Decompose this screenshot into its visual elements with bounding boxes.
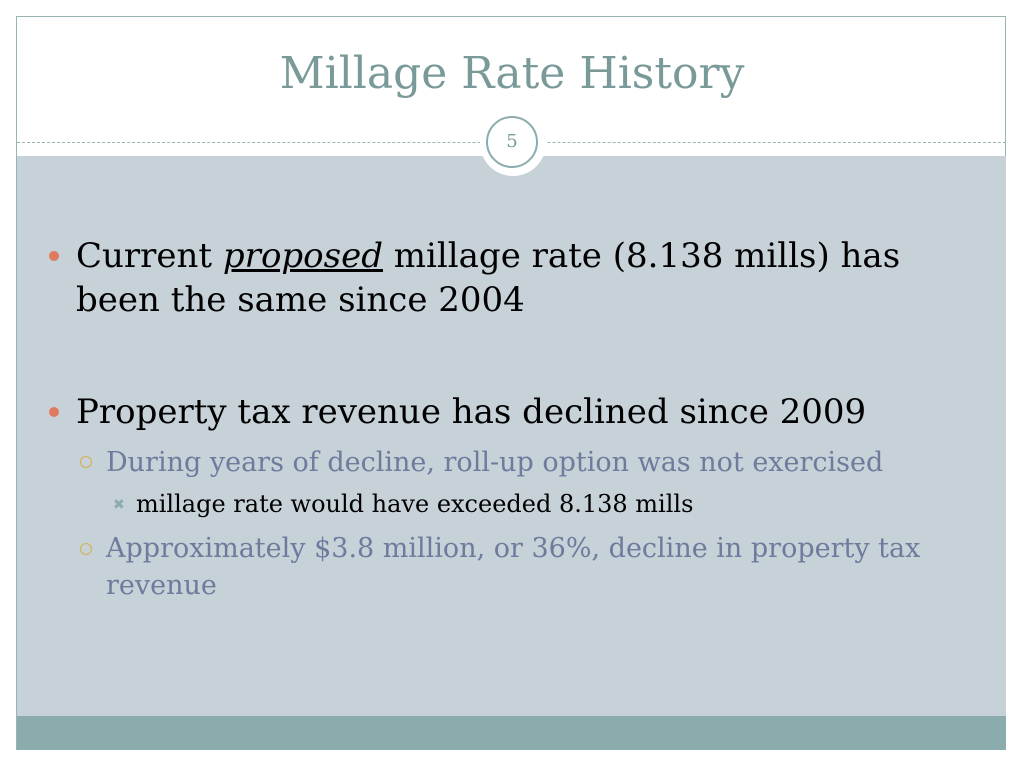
x-mark-bullet-icon: ✖: [113, 497, 125, 513]
bullet-current-millage: Current proposed millage rate (8.138 mil…: [76, 234, 986, 322]
subsubbullet-would-exceed: millage rate would have exceeded 8.138 m…: [136, 490, 694, 518]
subbullet-rollup-not-exercised: During years of decline, roll-up option …: [106, 447, 884, 478]
slide-title: Millage Rate History: [279, 48, 745, 99]
ring-bullet-icon: [80, 456, 92, 468]
bullet-text-prefix: Current: [76, 236, 223, 276]
subbullet-revenue-decline-amount: Approximately $3.8 million, or 36%, decl…: [106, 533, 921, 601]
slide-number: 5: [486, 116, 538, 168]
bullet-text-suffix: millage rate (8.138 mills) has been the …: [76, 236, 901, 320]
ring-bullet-icon: [80, 543, 92, 555]
footer-band: [17, 716, 1006, 750]
bullet-text-emphasis: proposed: [222, 236, 383, 276]
filled-circle-bullet-icon: [49, 251, 59, 261]
content-area: [17, 156, 1006, 716]
filled-circle-bullet-icon: [49, 407, 59, 417]
bullet-revenue-decline: Property tax revenue has declined since …: [76, 392, 867, 432]
